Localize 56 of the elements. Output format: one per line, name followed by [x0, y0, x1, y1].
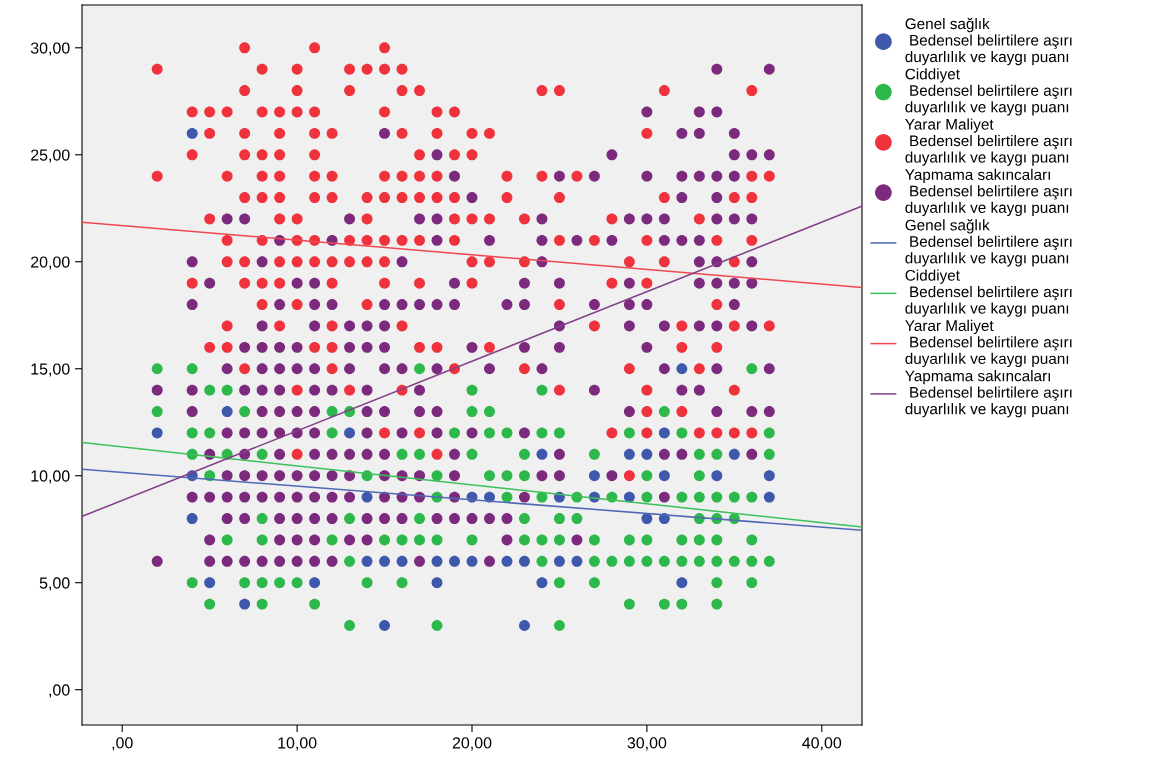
point [361, 555, 373, 567]
legend-label: Yapmama sakıncaları Bedensel belirtilere aşırı duyarlılık ve kaygı puanı [905, 168, 1072, 217]
x-tick-label: 10,00 [278, 737, 317, 751]
point [623, 448, 635, 460]
y-tick-label: 5,00 [39, 577, 70, 591]
point [728, 448, 740, 460]
y-tick-label: 25,00 [31, 149, 70, 163]
x-tick-label: 40,00 [802, 737, 842, 751]
point [501, 555, 513, 567]
point [151, 427, 163, 439]
point [204, 577, 216, 589]
point [344, 427, 356, 439]
y-tick-label: 20,00 [31, 256, 70, 270]
point [658, 427, 670, 439]
point [519, 620, 530, 631]
x-tick-label: 30,00 [627, 737, 667, 751]
legend-label: Genel sağlık Bedensel belirtilere aşırı duyarlılık ve kaygı puanı [905, 17, 1072, 66]
point [309, 577, 321, 589]
point [641, 513, 653, 524]
point [186, 127, 198, 139]
y-tick-label: 10,00 [31, 470, 70, 484]
point [763, 491, 775, 503]
point [553, 555, 565, 567]
point [466, 555, 478, 567]
point [379, 555, 391, 567]
point [571, 555, 583, 567]
point [449, 555, 460, 567]
point [658, 470, 670, 482]
point [536, 448, 548, 460]
point [221, 406, 233, 418]
point [396, 555, 408, 567]
y-tick-label: 15,00 [31, 363, 70, 377]
legend-label: Genel sağlık Bedensel belirtilere aşırı duyarlılık ve kaygı puanı [905, 219, 1072, 267]
point [676, 363, 688, 375]
y-tick-label: 30,00 [30, 42, 70, 56]
legend-label: Yarar Maliyet Bedensel belirtilere aşırı duyarlılık ve kaygı puanı [905, 319, 1072, 368]
point [536, 577, 548, 589]
x-tick-label: 20,00 [452, 737, 492, 751]
legend-label: Yapmama sakıncaları Bedensel belirtilere aşırı duyarlılık ve kaygı puanı [905, 370, 1072, 418]
point [431, 577, 443, 589]
point [186, 513, 198, 524]
point [588, 470, 600, 482]
point [519, 555, 530, 567]
point [676, 577, 688, 589]
point [379, 620, 391, 631]
legend-label: Ciddiyet Bedensel belirtilere aşırı duyarlılık ve kaygı puanı [905, 269, 1072, 317]
point [641, 448, 653, 460]
legend-label: Ciddiyet Bedensel belirtilere aşırı duyarlılık ve kaygı puanı [905, 68, 1072, 116]
point [361, 491, 373, 503]
y-tick-label: ,00 [49, 684, 70, 698]
point [711, 470, 723, 482]
x-tick-label: ,00 [112, 737, 133, 751]
legend-label: Yarar Maliyet Bedensel belirtilere aşırı duyarlılık ve kaygı puanı [905, 118, 1072, 166]
point [239, 598, 251, 610]
point [431, 555, 443, 567]
point [763, 470, 775, 482]
